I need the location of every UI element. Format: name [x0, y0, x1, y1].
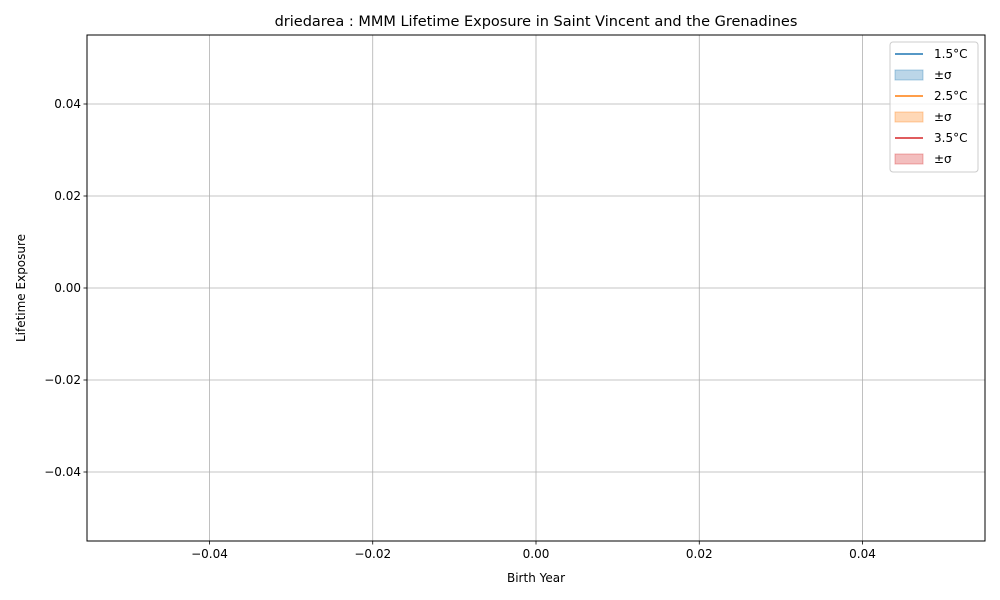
x-tick-label: −0.02 — [354, 547, 391, 561]
legend-band-swatch — [894, 69, 924, 81]
y-axis-title: Lifetime Exposure — [14, 234, 28, 342]
y-axis: −0.04 −0.02 0.00 0.02 0.04 — [44, 97, 87, 479]
legend-label: ±σ — [934, 110, 952, 124]
x-tick-label: 0.02 — [686, 547, 713, 561]
y-tick-label: 0.02 — [54, 189, 81, 203]
legend-box — [889, 41, 979, 173]
legend-label: ±σ — [934, 152, 952, 166]
x-tick-label: 0.04 — [849, 547, 876, 561]
legend-label: 1.5°C — [934, 47, 967, 61]
x-axis: −0.04 −0.02 0.00 0.02 0.04 — [191, 541, 876, 561]
y-tick-label: −0.04 — [44, 465, 81, 479]
x-tick-label: −0.04 — [191, 547, 228, 561]
legend-label: 2.5°C — [934, 89, 967, 103]
x-tick-label: 0.00 — [523, 547, 550, 561]
legend-label: ±σ — [934, 68, 952, 82]
y-tick-label: −0.02 — [44, 373, 81, 387]
y-tick-label: 0.04 — [54, 97, 81, 111]
legend-label: 3.5°C — [934, 131, 967, 145]
legend-band-swatch — [894, 111, 924, 123]
legend: 1.5°C ±σ 2.5°C ±σ 3.5°C ±σ — [889, 41, 979, 173]
chart-title: driedarea : MMM Lifetime Exposure in Sai… — [275, 14, 798, 30]
legend-band-swatch — [894, 153, 924, 165]
y-tick-label: 0.00 — [54, 281, 81, 295]
x-axis-title: Birth Year — [507, 571, 565, 585]
grid — [87, 35, 985, 541]
